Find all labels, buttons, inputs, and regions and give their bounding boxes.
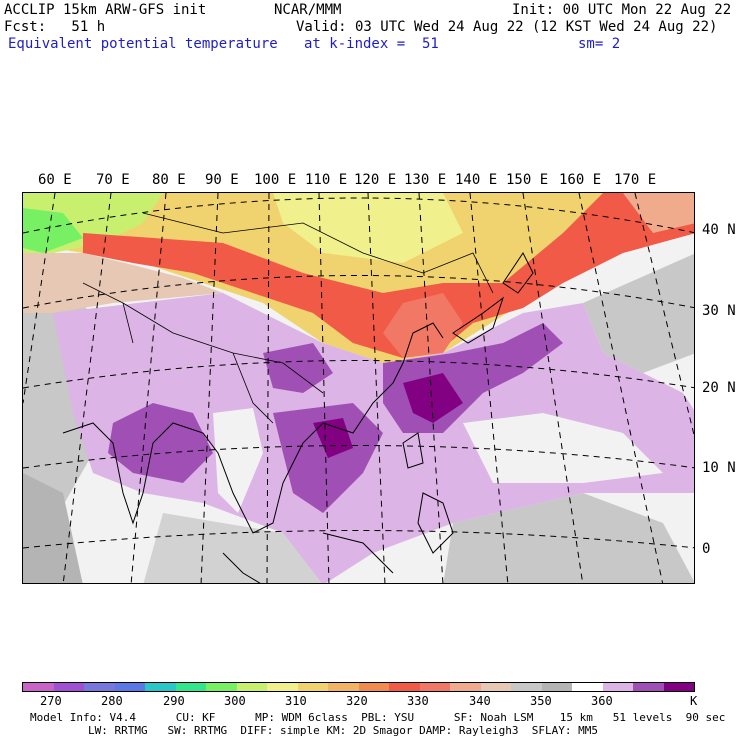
colorbar-swatch	[663, 683, 694, 691]
lon-label-140e: 140 E	[455, 172, 498, 188]
lat-label-20n: 20 N	[702, 380, 736, 396]
colorbar-swatch	[572, 683, 603, 691]
white-region-indochina	[213, 408, 263, 513]
forecast-hour: Fcst: 51 h	[4, 19, 106, 35]
colorbar-swatch	[450, 683, 481, 691]
colorbar-swatch	[511, 683, 542, 691]
field-name: Equivalent potential temperature	[8, 36, 278, 52]
colorbar-swatch	[114, 683, 145, 691]
colorbar-label-350: 350	[530, 694, 552, 708]
lon-label-170e: 170 E	[614, 172, 657, 188]
grey-region-northeast	[583, 253, 694, 373]
lon-label-90e: 90 E	[205, 172, 239, 188]
center-label: NCAR/MMM	[274, 2, 342, 18]
colorbar-swatch	[328, 683, 359, 691]
country-borders	[82, 212, 494, 424]
transition-band-west	[23, 253, 223, 313]
colorbar-swatch	[206, 683, 237, 691]
purple-max-core	[403, 373, 463, 423]
lon-label-150e: 150 E	[506, 172, 549, 188]
colorbar-swatch	[389, 683, 420, 691]
valid-time: Valid: 03 UTC Wed 24 Aug 22 (12 KST Wed …	[296, 19, 718, 35]
colorbar-label-280: 280	[101, 694, 123, 708]
colorbar-label-270: 270	[40, 694, 62, 708]
map-panel	[22, 192, 695, 584]
warm-band-320k	[23, 193, 694, 363]
graticule	[23, 193, 694, 583]
purple-core-bay-of-bengal	[108, 403, 213, 483]
colorbar-label-320: 320	[346, 694, 368, 708]
model-info-line1: Model Info: V4.4 CU: KF MP: WDM 6class P…	[30, 711, 726, 724]
warm-band-korea	[383, 293, 463, 358]
lon-label-70e: 70 E	[96, 172, 130, 188]
lat-label-30n: 30 N	[702, 303, 736, 319]
colorbar-swatch	[602, 683, 633, 691]
theta-e-field	[23, 193, 694, 583]
colorbar-swatch	[541, 683, 572, 691]
model-info-line2: LW: RRTMG SW: RRTMG DIFF: simple KM: 2D …	[88, 724, 598, 737]
colorbar-swatch	[297, 683, 328, 691]
grey-region-southwest	[23, 473, 83, 583]
colorbar-swatch	[145, 683, 176, 691]
grey-region-south	[143, 513, 322, 583]
grey-region-southeast	[443, 493, 694, 583]
colorbar-swatch	[633, 683, 664, 691]
level-label: at k-index = 51	[304, 36, 439, 52]
white-region-pacific	[463, 413, 663, 483]
warm-band-315k	[273, 193, 463, 263]
colorbar-label-360: 360	[591, 694, 613, 708]
colorbar-swatch	[23, 683, 54, 691]
lon-label-130e: 130 E	[404, 172, 447, 188]
lon-label-80e: 80 E	[152, 172, 186, 188]
lat-label-40n: 40 N	[702, 222, 736, 238]
lon-label-100e: 100 E	[254, 172, 297, 188]
colorbar-swatch	[267, 683, 298, 691]
colorbar	[22, 682, 695, 692]
warm-band-340k	[623, 193, 694, 233]
colorbar-swatch	[84, 683, 115, 691]
colorbar-label-300: 300	[224, 694, 246, 708]
colorbar-swatch	[175, 683, 206, 691]
colorbar-swatch	[53, 683, 84, 691]
colorbar-unit: K	[690, 694, 698, 708]
purple-core-inland	[263, 343, 333, 393]
lat-label-0: 0	[702, 541, 711, 557]
colorbar-label-310: 310	[285, 694, 307, 708]
colorbar-swatch	[236, 683, 267, 691]
lat-label-10n: 10 N	[702, 460, 736, 476]
colorbar-swatch	[480, 683, 511, 691]
warm-band-310k	[23, 208, 83, 253]
lon-label-120e: 120 E	[354, 172, 397, 188]
lon-label-160e: 160 E	[559, 172, 602, 188]
colorbar-label-290: 290	[163, 694, 185, 708]
lon-label-110e: 110 E	[305, 172, 348, 188]
model-title: ACCLIP 15km ARW-GFS init	[4, 2, 207, 18]
colorbar-label-340: 340	[469, 694, 491, 708]
coastlines	[62, 252, 534, 583]
lon-label-60e: 60 E	[38, 172, 72, 188]
smoothing-label: sm= 2	[578, 36, 621, 52]
init-time: Init: 00 UTC Mon 22 Aug 22	[512, 2, 732, 18]
colorbar-swatch	[419, 683, 450, 691]
colorbar-label-330: 330	[407, 694, 429, 708]
colorbar-swatch	[358, 683, 389, 691]
purple-max-core-south	[313, 418, 353, 458]
